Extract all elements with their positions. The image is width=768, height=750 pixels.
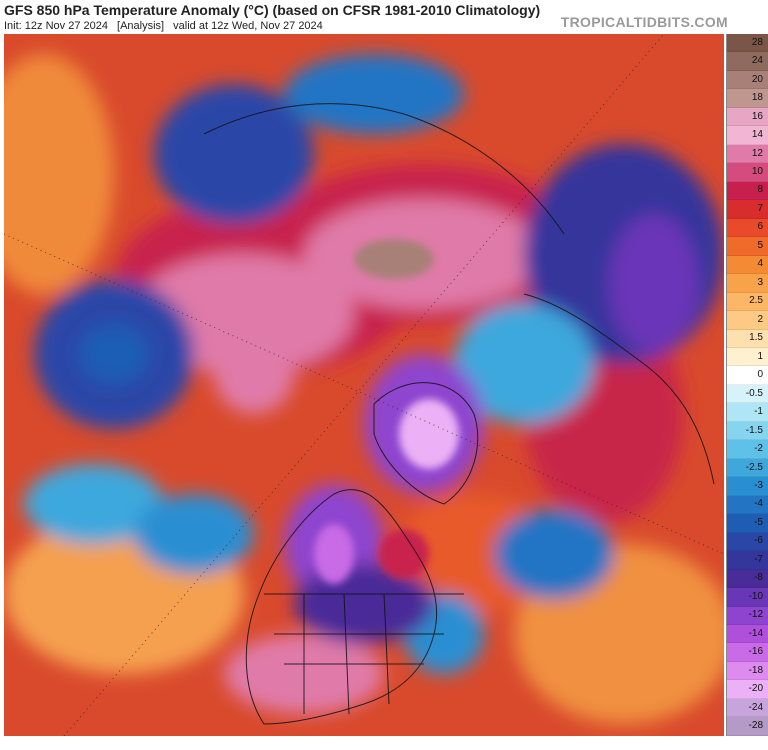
colorbar-swatch: -1.5 [727,421,768,441]
colorbar-swatch: 28 [727,34,768,53]
colorbar-label: 24 [751,55,763,67]
colorbar-label: -18 [748,664,763,676]
colorbar-swatch: 3 [727,274,768,293]
colorbar-swatch: -16 [727,643,768,662]
colorbar-label: -1.5 [745,424,763,436]
colorbar-label: -2.5 [745,461,763,473]
coastlines [203,103,715,725]
anomaly-map [4,34,724,736]
colorbar-swatch: -28 [727,717,768,736]
anomaly-field [4,34,724,736]
colorbar-label: -5 [754,516,763,528]
colorbar-swatch: 2 [727,311,768,330]
colorbar-label: 14 [751,129,763,141]
colorbar-swatch: 7 [727,200,768,219]
colorbar-swatch: -12 [727,606,768,625]
colorbar-label: -14 [748,627,763,639]
colorbar-swatch: -14 [727,625,768,644]
colorbar-swatch: -24 [727,698,768,718]
colorbar-label: 12 [751,147,763,159]
colorbar-swatch: 10 [727,163,768,182]
colorbar-label: -20 [748,683,763,695]
colorbar-swatch: 18 [727,89,768,108]
colorbar-label: -6 [754,535,763,547]
colorbar-label: -16 [748,646,763,658]
anomaly-blobs [4,54,724,724]
colorbar-label: 1.5 [749,332,763,344]
colorbar-swatch: 16 [727,107,768,127]
colorbar-label: -12 [748,609,763,621]
colorbar-swatch: 5 [727,237,768,256]
anomaly-cores [314,239,459,584]
colorbar-swatch: 8 [727,181,768,201]
colorbar-label: 5 [757,239,763,251]
colorbar-swatch: -10 [727,588,768,607]
colorbar-swatch: 20 [727,70,768,90]
colorbar-swatch: -2 [727,440,768,459]
colorbar-swatch: -18 [727,661,768,681]
colorbar-label: -0.5 [745,387,763,399]
colorbar-swatch: -0.5 [727,384,768,404]
colorbar-swatch: -7 [727,551,768,570]
colorbar-swatch: 12 [727,144,768,164]
colorbar-label: 16 [751,110,763,122]
colorbar-swatch: 24 [727,52,768,71]
colorbar-swatch: -1 [727,403,768,422]
colorbar-label: 18 [751,92,763,104]
colorbar-swatch: -6 [727,532,768,552]
colorbar-label: -4 [754,498,763,510]
colorbar-label: 0 [757,369,763,381]
colorbar-swatch: -3 [727,477,768,496]
colorbar-swatch: 4 [727,255,768,275]
colorbar-swatch: 0 [727,366,768,385]
colorbar-swatch: -20 [727,680,768,699]
colorbar-swatch: 1 [727,347,768,367]
colorbar-label: 6 [757,221,763,233]
colorbar: 28 24 20 18 16 14 12 10 8 7 6 5 4 3 2.5 2 1.5 1 0 -0.5 -1 -1.… [726,34,768,736]
colorbar-label: -3 [754,479,763,491]
colorbar-swatch: 1.5 [727,329,768,348]
colorbar-swatch: -4 [727,495,768,515]
init-time: Init: 12z Nov 27 2024 [4,20,108,32]
colorbar-label: -28 [748,720,763,732]
valid-time: valid at 12z Wed, Nov 27 2024 [173,20,323,32]
colorbar-swatch: 6 [727,218,768,238]
colorbar-label: 10 [751,166,763,178]
chart-title: GFS 850 hPa Temperature Anomaly (°C) (ba… [4,2,541,18]
colorbar-label: 1 [757,350,763,362]
colorbar-label: 2.5 [749,295,763,307]
site-watermark: TROPICALTIDBITS.COM [560,14,728,30]
colorbar-label: -7 [754,553,763,565]
run-info: Init: 12z Nov 27 2024 [Analysis] valid a… [4,20,329,32]
colorbar-label: 28 [751,36,763,48]
colorbar-label: -24 [748,701,763,713]
colorbar-label: -2 [754,443,763,455]
colorbar-swatch: -8 [727,569,768,589]
colorbar-swatch: 14 [727,126,768,145]
colorbar-label: 7 [757,202,763,214]
colorbar-label: -10 [748,590,763,602]
colorbar-swatch: -5 [727,514,768,533]
colorbar-label: 8 [757,184,763,196]
colorbar-label: 4 [757,258,763,270]
colorbar-label: 3 [757,276,763,288]
colorbar-label: 2 [757,313,763,325]
colorbar-label: -8 [754,572,763,584]
colorbar-label: -1 [754,406,763,418]
colorbar-swatch: -2.5 [727,458,768,478]
analysis-tag: [Analysis] [117,20,165,32]
colorbar-label: 20 [751,73,763,85]
colorbar-swatch: 2.5 [727,292,768,312]
